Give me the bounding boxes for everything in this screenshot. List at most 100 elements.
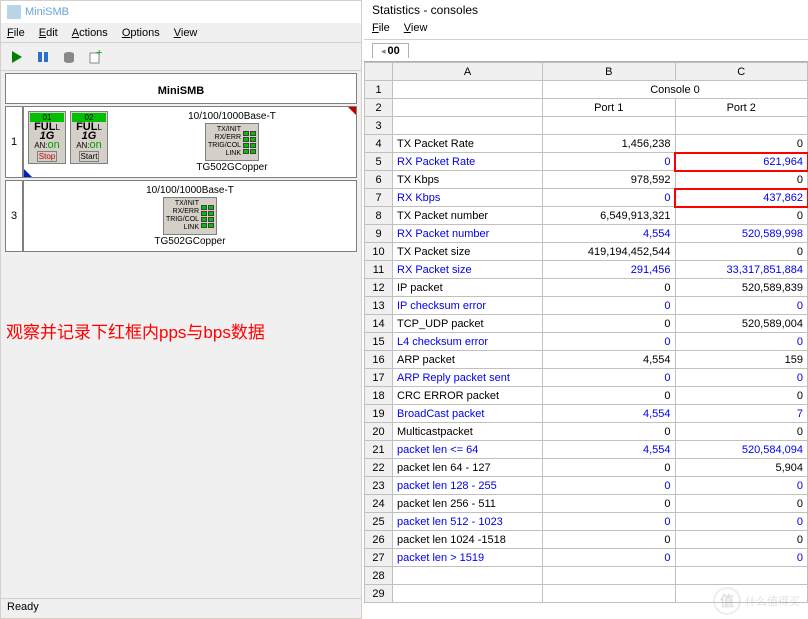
cell[interactable]: packet len 64 - 127 bbox=[393, 459, 543, 477]
cell[interactable]: RX Packet size bbox=[393, 261, 543, 279]
table-row[interactable]: 10TX Packet size419,194,452,5440 bbox=[365, 243, 808, 261]
cell[interactable]: 0 bbox=[543, 369, 676, 387]
row-number[interactable]: 28 bbox=[365, 567, 393, 585]
cell[interactable]: 520,584,094 bbox=[675, 441, 808, 459]
tab-00[interactable]: 00 bbox=[372, 43, 409, 58]
cell[interactable] bbox=[393, 585, 543, 603]
row-number[interactable]: 17 bbox=[365, 369, 393, 387]
cell[interactable]: TX Packet Rate bbox=[393, 135, 543, 153]
cell[interactable]: 0 bbox=[675, 171, 808, 189]
table-row[interactable]: 28 bbox=[365, 567, 808, 585]
cell[interactable]: 0 bbox=[675, 513, 808, 531]
cell[interactable]: TX Packet size bbox=[393, 243, 543, 261]
row-number[interactable]: 4 bbox=[365, 135, 393, 153]
cell[interactable] bbox=[393, 99, 543, 117]
menu-options[interactable]: Options bbox=[122, 27, 160, 39]
cell[interactable]: packet len <= 64 bbox=[393, 441, 543, 459]
port-box[interactable]: 02FULL1GAN:onStart bbox=[70, 111, 108, 164]
row-number[interactable]: 19 bbox=[365, 405, 393, 423]
table-row[interactable]: 17ARP Reply packet sent00 bbox=[365, 369, 808, 387]
cell[interactable]: 0 bbox=[543, 459, 676, 477]
cell[interactable]: Port 2 bbox=[675, 99, 808, 117]
table-row[interactable]: 14TCP_UDP packet0520,589,004 bbox=[365, 315, 808, 333]
stats-grid[interactable]: A B C 1Console 02Port 1Port 234TX Packet… bbox=[364, 62, 808, 603]
cell[interactable]: 1,456,238 bbox=[543, 135, 676, 153]
cell[interactable]: 6,549,913,321 bbox=[543, 207, 676, 225]
table-row[interactable]: 4TX Packet Rate1,456,2380 bbox=[365, 135, 808, 153]
cell[interactable]: 0 bbox=[543, 477, 676, 495]
row-number[interactable]: 20 bbox=[365, 423, 393, 441]
cell[interactable]: packet len > 1519 bbox=[393, 549, 543, 567]
table-row[interactable]: 7RX Kbps0437,862 bbox=[365, 189, 808, 207]
cell[interactable]: 0 bbox=[543, 495, 676, 513]
menu-actions[interactable]: Actions bbox=[72, 27, 108, 39]
cell[interactable]: 520,589,839 bbox=[675, 279, 808, 297]
cell[interactable]: 4,554 bbox=[543, 351, 676, 369]
row-number[interactable]: 6 bbox=[365, 171, 393, 189]
table-row[interactable]: 18CRC ERROR packet00 bbox=[365, 387, 808, 405]
port-box[interactable]: 01FULL1GAN:onStop bbox=[28, 111, 66, 164]
cell[interactable]: TX Kbps bbox=[393, 171, 543, 189]
cell[interactable]: 0 bbox=[543, 315, 676, 333]
stats-menu-view[interactable]: View bbox=[404, 22, 428, 39]
table-row[interactable]: 21packet len <= 644,554520,584,094 bbox=[365, 441, 808, 459]
pause-button[interactable] bbox=[33, 47, 53, 67]
table-row[interactable]: 6TX Kbps978,5920 bbox=[365, 171, 808, 189]
table-row[interactable]: 22packet len 64 - 12705,904 bbox=[365, 459, 808, 477]
cell[interactable]: 0 bbox=[543, 297, 676, 315]
cell[interactable]: 0 bbox=[543, 423, 676, 441]
cell[interactable]: 0 bbox=[675, 297, 808, 315]
row-number[interactable]: 15 bbox=[365, 333, 393, 351]
row-number[interactable]: 5 bbox=[365, 153, 393, 171]
table-row[interactable]: 24packet len 256 - 51100 bbox=[365, 495, 808, 513]
cell[interactable]: TX Packet number bbox=[393, 207, 543, 225]
table-row[interactable]: 26packet len 1024 -151800 bbox=[365, 531, 808, 549]
cell[interactable]: ARP Reply packet sent bbox=[393, 369, 543, 387]
cell[interactable]: 0 bbox=[675, 135, 808, 153]
cell[interactable]: 419,194,452,544 bbox=[543, 243, 676, 261]
cell[interactable]: 0 bbox=[675, 549, 808, 567]
port-stop-button[interactable]: Stop bbox=[37, 151, 57, 162]
cell[interactable]: packet len 256 - 511 bbox=[393, 495, 543, 513]
cell[interactable]: ARP packet bbox=[393, 351, 543, 369]
cell[interactable]: BroadCast packet bbox=[393, 405, 543, 423]
cell[interactable]: 4,554 bbox=[543, 441, 676, 459]
row-number[interactable]: 11 bbox=[365, 261, 393, 279]
play-button[interactable] bbox=[7, 47, 27, 67]
row-number[interactable]: 3 bbox=[365, 117, 393, 135]
cell[interactable]: 0 bbox=[543, 333, 676, 351]
row-number[interactable]: 8 bbox=[365, 207, 393, 225]
row-number[interactable]: 10 bbox=[365, 243, 393, 261]
cell[interactable]: 0 bbox=[543, 153, 676, 171]
row-number[interactable]: 25 bbox=[365, 513, 393, 531]
cell[interactable]: Port 1 bbox=[543, 99, 676, 117]
cell[interactable]: 7 bbox=[675, 405, 808, 423]
cell[interactable]: 0 bbox=[543, 549, 676, 567]
cell[interactable]: L4 checksum error bbox=[393, 333, 543, 351]
table-row[interactable]: 23packet len 128 - 25500 bbox=[365, 477, 808, 495]
row-number[interactable]: 7 bbox=[365, 189, 393, 207]
table-row[interactable]: 8TX Packet number6,549,913,3210 bbox=[365, 207, 808, 225]
cell[interactable]: 0 bbox=[675, 387, 808, 405]
col-c[interactable]: C bbox=[675, 63, 808, 81]
row-number[interactable]: 21 bbox=[365, 441, 393, 459]
cell[interactable]: RX Packet Rate bbox=[393, 153, 543, 171]
table-row[interactable]: 20Multicastpacket00 bbox=[365, 423, 808, 441]
row-number[interactable]: 2 bbox=[365, 99, 393, 117]
cell[interactable] bbox=[543, 567, 676, 585]
table-row[interactable]: 13IP checksum error00 bbox=[365, 297, 808, 315]
console-header-cell[interactable]: Console 0 bbox=[543, 81, 808, 99]
cell[interactable]: packet len 128 - 255 bbox=[393, 477, 543, 495]
table-row[interactable]: 16ARP packet4,554159 bbox=[365, 351, 808, 369]
table-row[interactable]: 15L4 checksum error00 bbox=[365, 333, 808, 351]
row-number[interactable]: 29 bbox=[365, 585, 393, 603]
db-button[interactable] bbox=[59, 47, 79, 67]
table-row[interactable]: 3 bbox=[365, 117, 808, 135]
cell[interactable]: 621,964 bbox=[675, 153, 808, 171]
table-row[interactable]: 27packet len > 151900 bbox=[365, 549, 808, 567]
table-row[interactable]: 11RX Packet size291,45633,317,851,884 bbox=[365, 261, 808, 279]
cell[interactable]: 978,592 bbox=[543, 171, 676, 189]
row-number[interactable]: 9 bbox=[365, 225, 393, 243]
cell[interactable]: 0 bbox=[675, 423, 808, 441]
cell[interactable]: 159 bbox=[675, 351, 808, 369]
